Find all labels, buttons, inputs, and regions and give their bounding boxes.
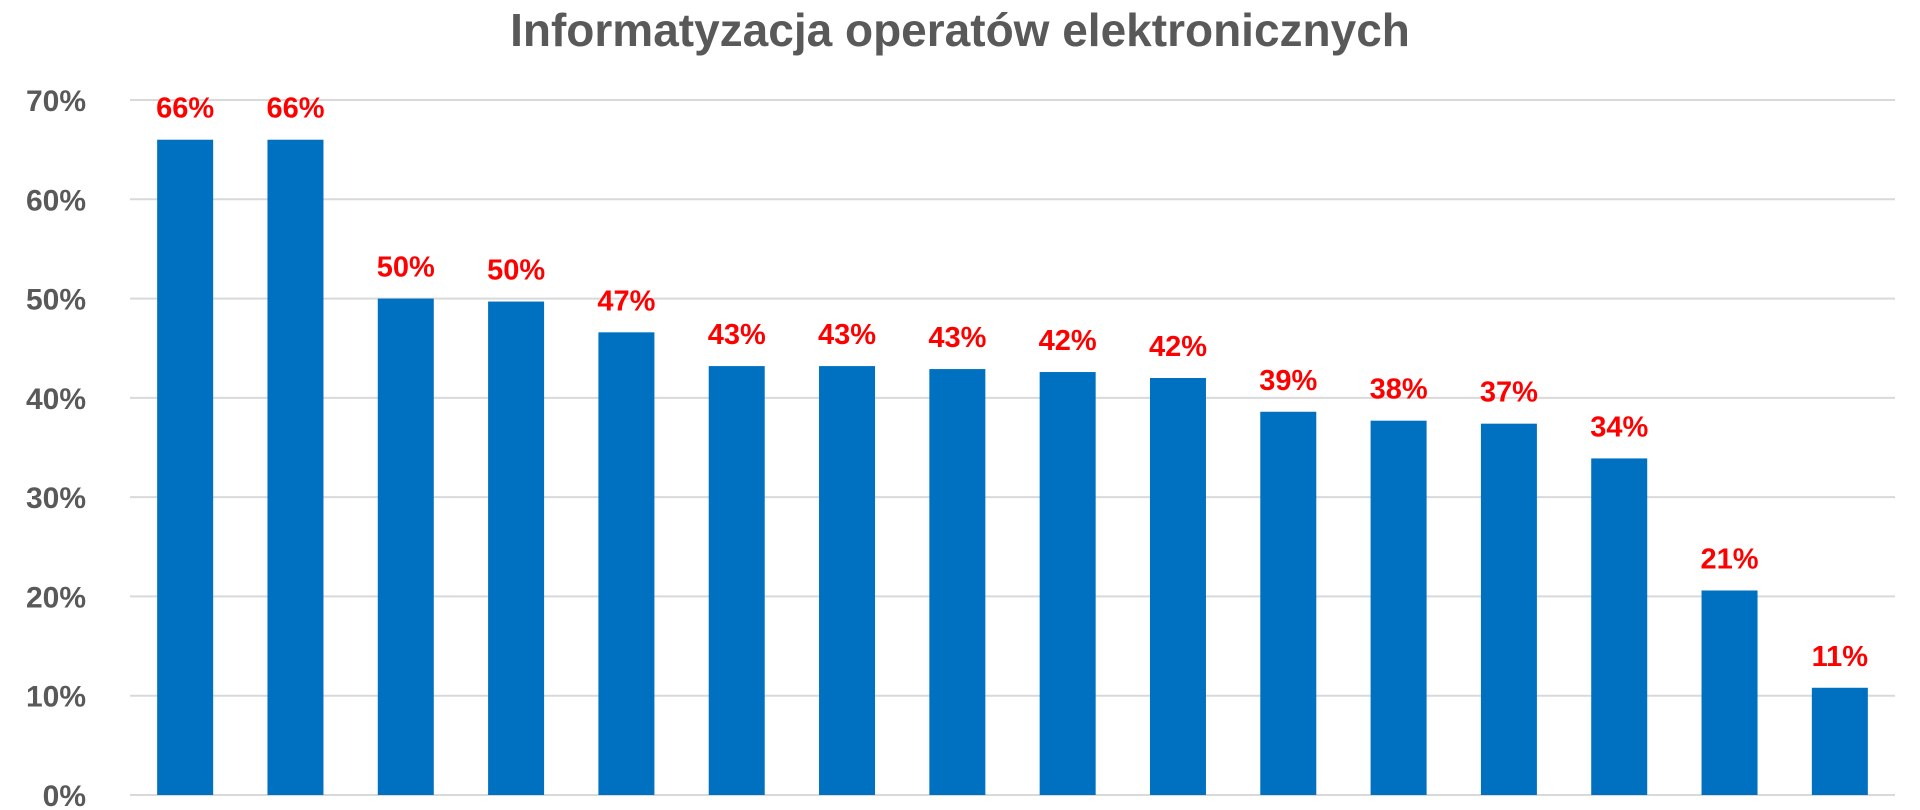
bar xyxy=(929,369,986,795)
data-label: 42% xyxy=(1149,331,1207,363)
bar xyxy=(598,332,655,795)
data-label: 37% xyxy=(1480,377,1538,409)
data-label: 50% xyxy=(377,252,435,284)
bars xyxy=(157,139,1868,795)
data-label: 50% xyxy=(487,255,545,287)
bar xyxy=(1149,378,1206,795)
data-label: 43% xyxy=(818,319,876,351)
bar xyxy=(267,139,324,795)
data-label: 39% xyxy=(1259,365,1317,397)
data-label: 42% xyxy=(1039,325,1097,357)
y-tick-label: 40% xyxy=(26,383,86,416)
y-tick-label: 10% xyxy=(26,681,86,714)
y-tick-label: 70% xyxy=(26,85,86,118)
bar xyxy=(1370,420,1427,795)
y-tick-label: 60% xyxy=(26,184,86,217)
data-label: 43% xyxy=(928,322,986,354)
data-label: 43% xyxy=(708,319,766,351)
bar xyxy=(1260,411,1317,795)
data-label: 11% xyxy=(1812,641,1869,673)
data-label: 34% xyxy=(1590,411,1648,443)
bar xyxy=(819,366,876,795)
bar xyxy=(1039,372,1096,795)
y-tick-label: 0% xyxy=(43,780,86,810)
data-label: 66% xyxy=(156,93,214,125)
y-axis-tick-labels: 0% 10% 20% 30% 40% 50% 60% 70% xyxy=(26,85,86,810)
y-tick-label: 30% xyxy=(26,482,86,515)
data-label: 66% xyxy=(266,93,324,125)
bar xyxy=(488,301,545,795)
bar xyxy=(1480,423,1537,795)
data-label: 38% xyxy=(1370,374,1428,406)
bar xyxy=(1701,590,1758,795)
y-tick-label: 20% xyxy=(26,581,86,614)
bar xyxy=(1591,458,1648,795)
chart-title: Informatyzacja operatów elektronicznych xyxy=(510,4,1410,56)
bar xyxy=(1811,687,1868,795)
data-label: 47% xyxy=(597,285,655,317)
data-label: 21% xyxy=(1701,543,1759,575)
bar xyxy=(157,139,214,795)
bar xyxy=(708,366,765,795)
bar xyxy=(377,298,434,795)
data-labels: 66% 66% 50% 50% 47% 43% 43% 43% 42% 42% 39% 38% 37% 3… xyxy=(156,93,1868,673)
y-tick-label: 50% xyxy=(26,284,86,317)
